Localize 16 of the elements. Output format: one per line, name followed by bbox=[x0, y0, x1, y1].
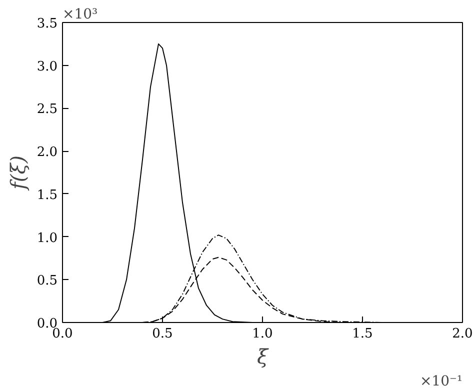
x-tick-label: 0.5 bbox=[152, 326, 173, 342]
y-tick-label: 3.5 bbox=[36, 16, 58, 32]
x-tick-label: 2.0 bbox=[452, 326, 473, 342]
y-tick-label: 0.5 bbox=[36, 274, 58, 289]
text: ×10⁻¹ bbox=[420, 374, 462, 389]
y-axis-title: f(ξ) bbox=[6, 155, 30, 192]
y-tick-label: 2.5 bbox=[36, 102, 58, 118]
x-tick-label: 1.5 bbox=[352, 326, 373, 342]
y-tick-label: 3.0 bbox=[36, 59, 58, 74]
x-tick-label: 1.0 bbox=[252, 326, 273, 342]
y-tick-label: 1.0 bbox=[36, 230, 58, 246]
text: ×10³ bbox=[62, 6, 98, 22]
y-tick-label: 1.5 bbox=[36, 188, 58, 203]
y-tick-label: 2.0 bbox=[36, 145, 58, 160]
x-axis-title: ξ bbox=[256, 344, 269, 368]
x-tick-label: 0.0 bbox=[52, 326, 73, 342]
